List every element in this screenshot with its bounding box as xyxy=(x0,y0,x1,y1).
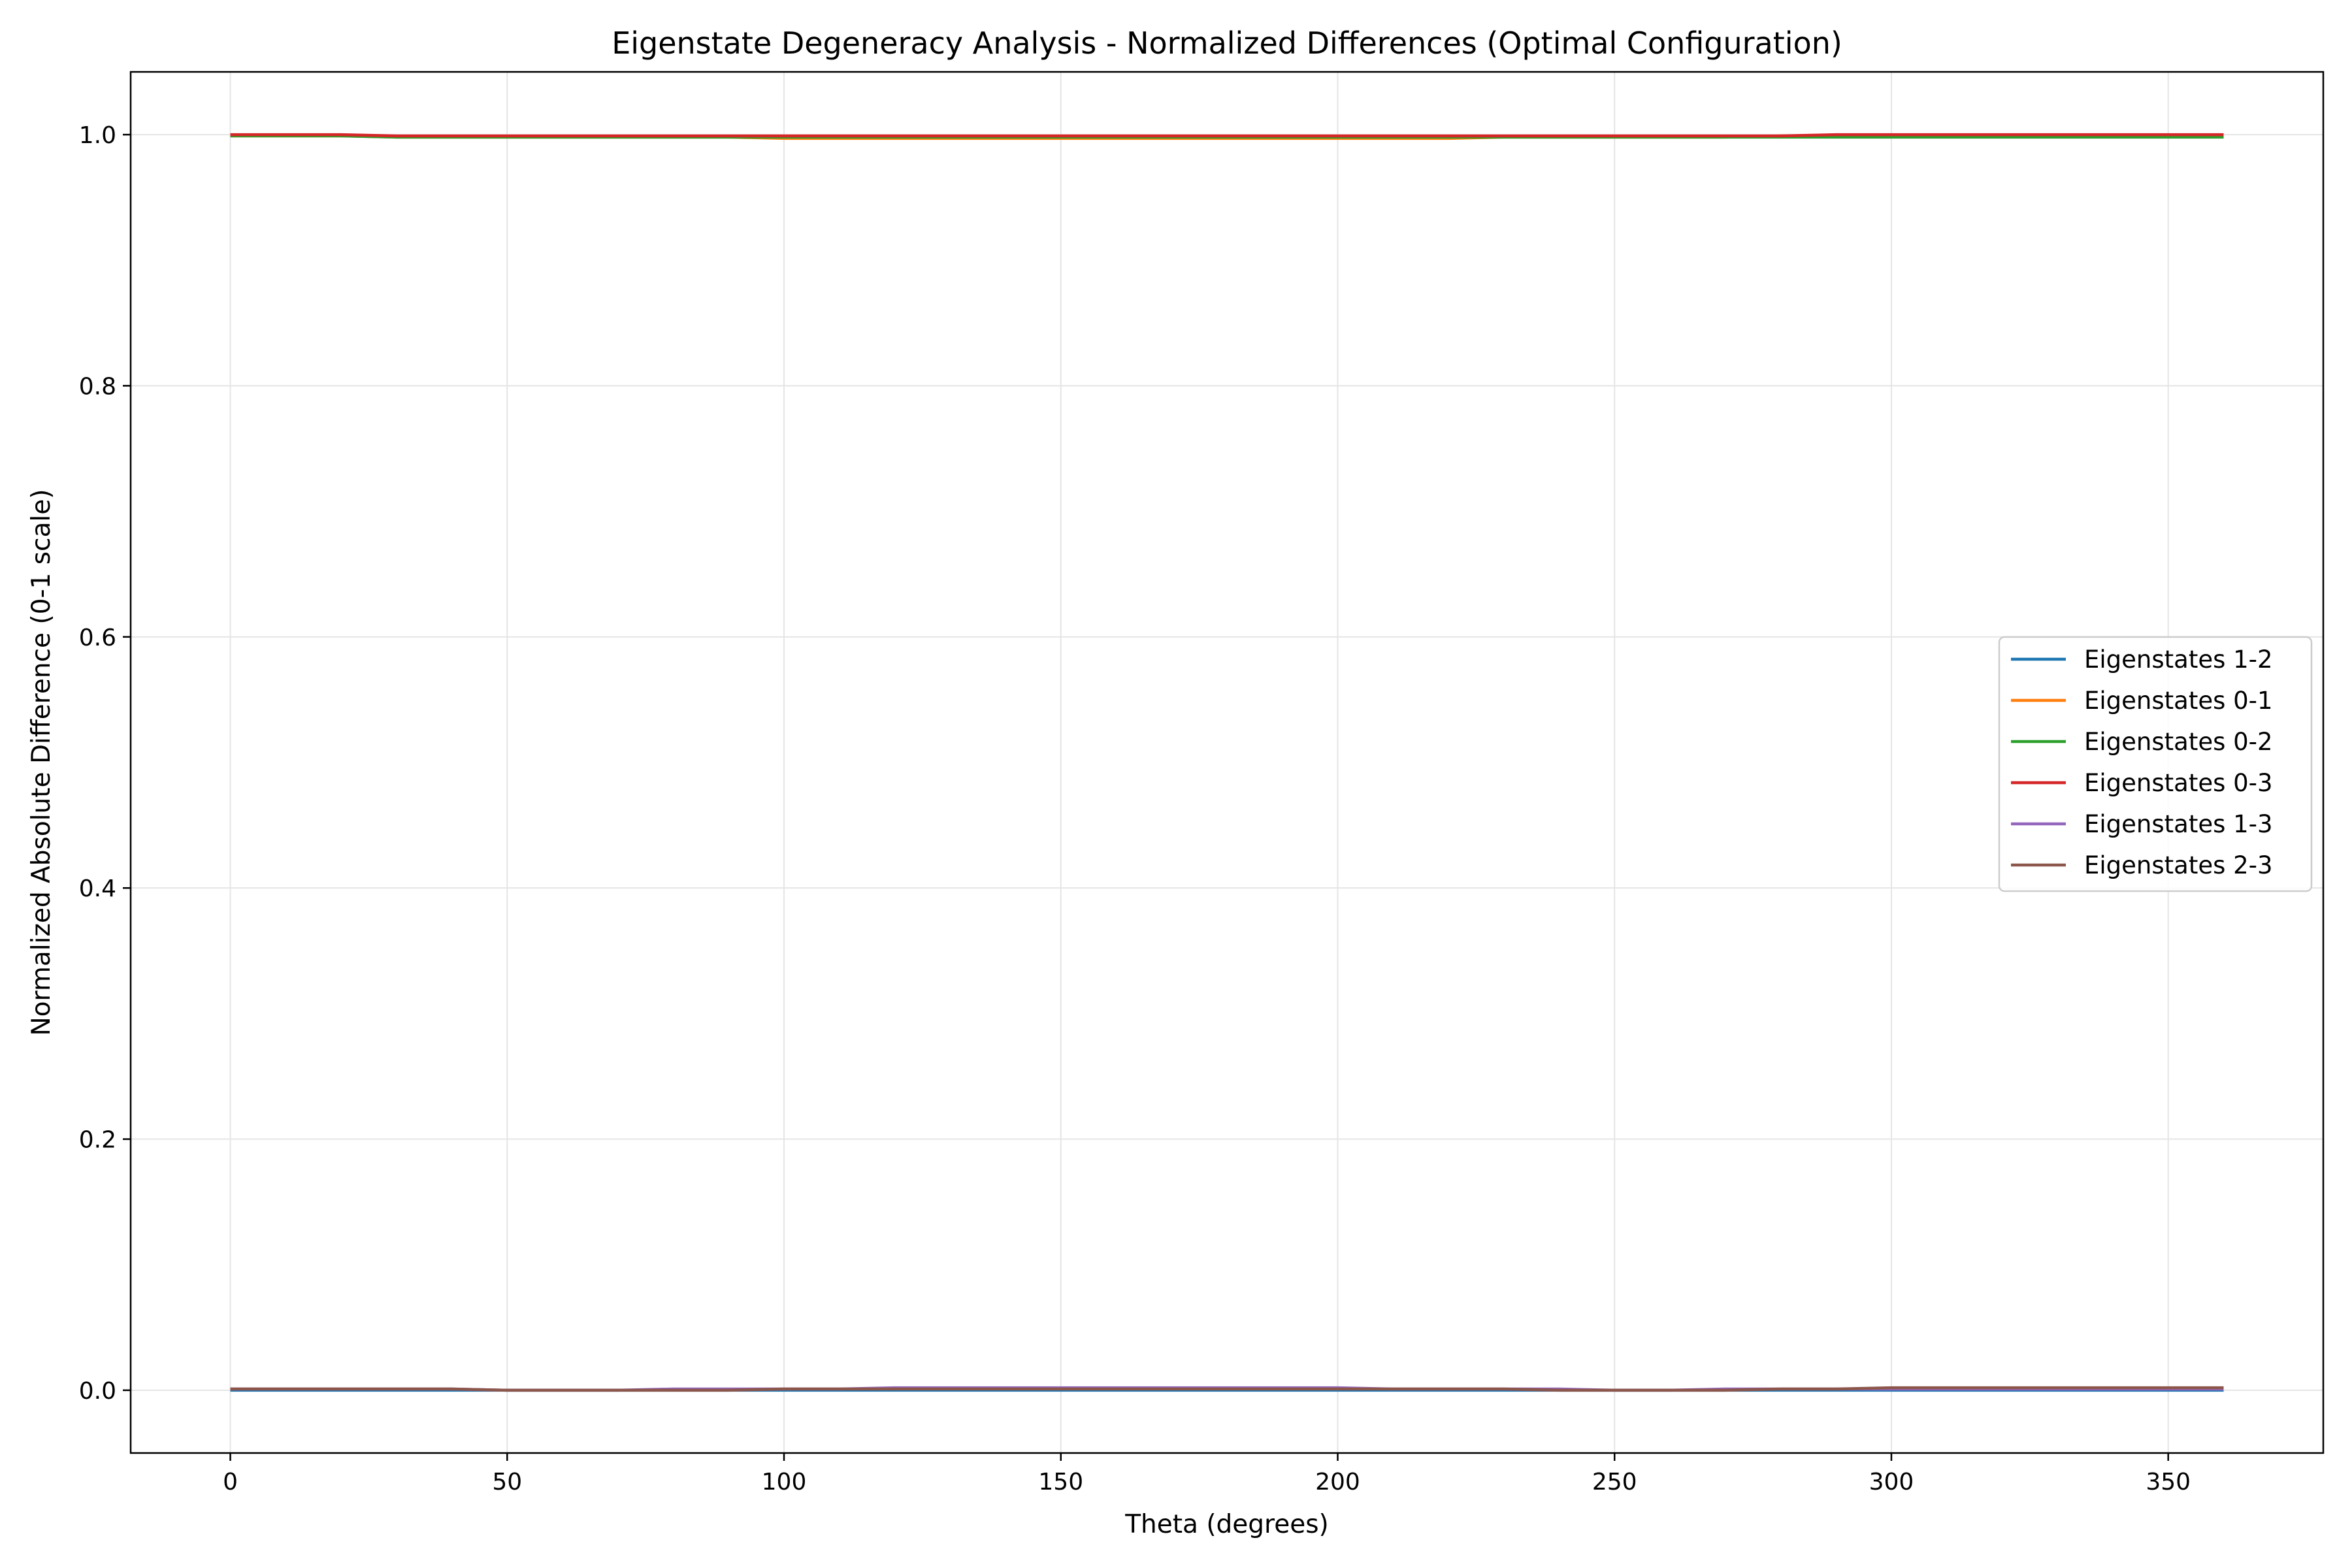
y-tick-label: 0.2 xyxy=(79,1127,116,1154)
x-tick-label: 250 xyxy=(1592,1469,1637,1495)
series-layer xyxy=(230,133,2224,1392)
legend-label-5: Eigenstates 1-3 xyxy=(2084,810,2273,838)
y-tick-label: 0.4 xyxy=(79,875,116,902)
legend-label-4: Eigenstates 0-3 xyxy=(2084,769,2273,797)
chart-title: Eigenstate Degeneracy Analysis - Normali… xyxy=(612,25,1842,61)
ticks-layer: 0 50 100 150 200 250 300 350 0.0 0.2 0.4 0.6 0.8 1.0 xyxy=(79,122,2191,1495)
y-tick-label: 1.0 xyxy=(79,122,116,149)
legend: Eigenstates 1-2 Eigenstates 0-1 Eigenstate… xyxy=(1998,636,2313,892)
y-tick-label: 0.0 xyxy=(79,1378,116,1405)
y-tick-label: 0.6 xyxy=(79,625,116,651)
series-line-6 xyxy=(230,1386,2224,1392)
x-axis-title: Theta (degrees) xyxy=(1124,1510,1329,1539)
legend-box xyxy=(1998,636,2313,892)
x-tick-label: 0 xyxy=(223,1469,238,1495)
y-tick-label: 0.8 xyxy=(79,373,116,400)
legend-label-6: Eigenstates 2-3 xyxy=(2084,851,2273,879)
plot-frame xyxy=(129,71,2325,1454)
legend-label-3: Eigenstates 0-2 xyxy=(2084,728,2273,756)
x-tick-label: 350 xyxy=(2146,1469,2191,1495)
legend-label-2: Eigenstates 0-1 xyxy=(2084,687,2273,715)
x-tick-label: 50 xyxy=(492,1469,522,1495)
series-line-4 xyxy=(230,133,2224,138)
x-tick-label: 150 xyxy=(1038,1469,1083,1495)
x-tick-label: 300 xyxy=(1869,1469,1914,1495)
legend-label-1: Eigenstates 1-2 xyxy=(2084,645,2273,674)
x-tick-label: 100 xyxy=(762,1469,807,1495)
x-tick-label: 200 xyxy=(1315,1469,1360,1495)
y-axis-title: Normalized Absolute Difference (0-1 scal… xyxy=(27,489,56,1036)
